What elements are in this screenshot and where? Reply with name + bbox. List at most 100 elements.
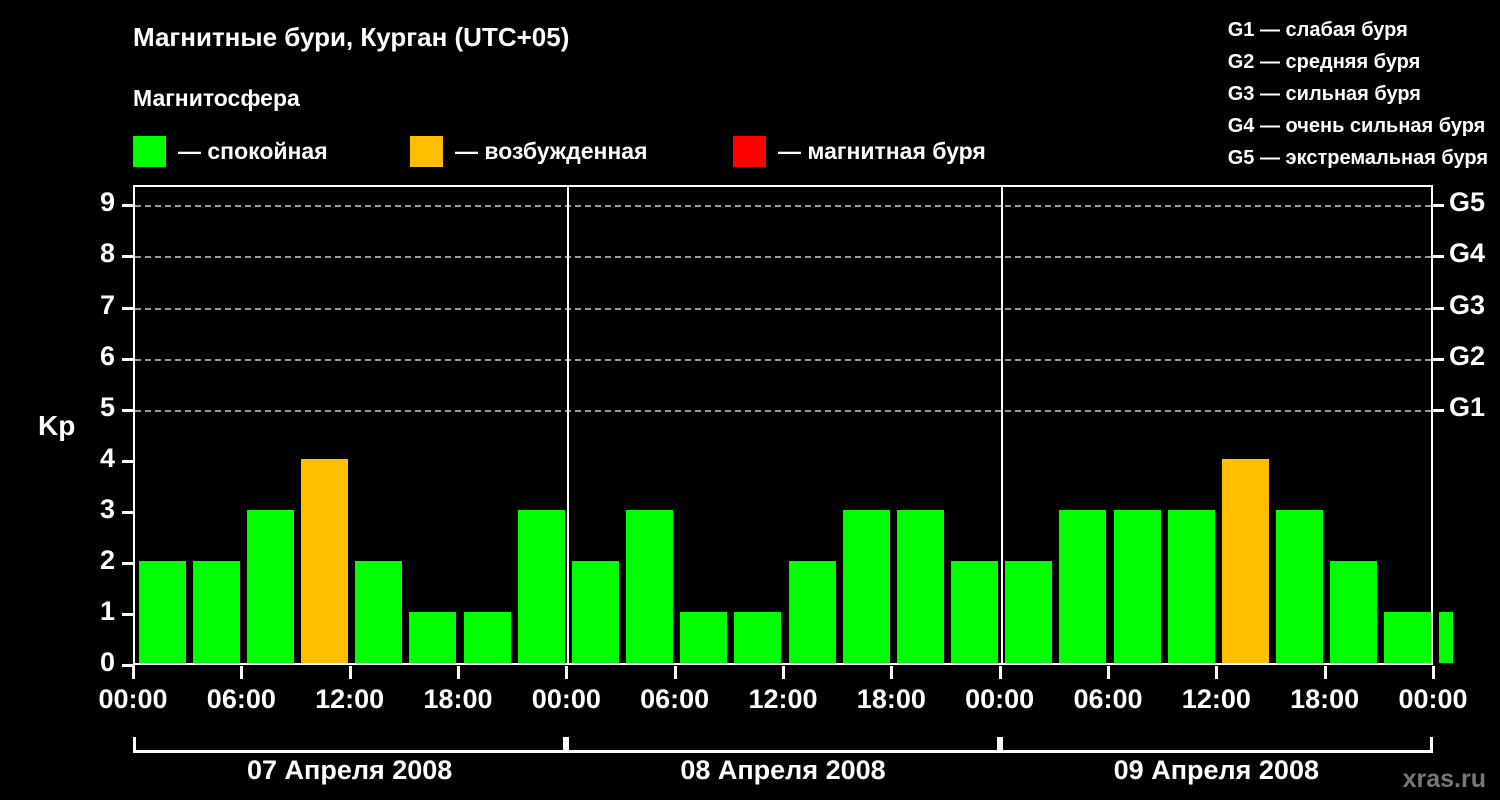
legend-swatch-calm-icon xyxy=(133,135,166,167)
y-tick-label-8: 8 xyxy=(99,238,115,269)
x-tick-label: 06:00 xyxy=(1073,684,1143,714)
gscale-code-g5: G5 xyxy=(1227,147,1255,169)
magnetosphere-heading: Магнитосфера xyxy=(133,85,300,111)
gscale-desc-g2: — средняя буря xyxy=(1254,51,1421,73)
y-tick-label-2: 2 xyxy=(99,544,115,575)
y-tick-mark xyxy=(122,664,135,667)
bar-kp xyxy=(409,611,457,663)
bar-kp xyxy=(246,509,294,663)
y-tick-mark xyxy=(122,612,135,616)
watermark: xras.ru xyxy=(1402,765,1486,793)
page-title: Магнитные бури, Курган (UTC+05) xyxy=(133,22,570,52)
gscale-code-g2: G2 xyxy=(1227,51,1255,73)
gridline-kp-5 xyxy=(135,409,1431,412)
x-tick-mark xyxy=(348,666,352,679)
gscale-code-g4: G4 xyxy=(1227,115,1255,137)
g-tick-label-g3: G3 xyxy=(1449,289,1486,320)
day-separator xyxy=(1000,187,1003,663)
gridline-kp-8 xyxy=(135,256,1431,259)
g-tick-mark xyxy=(1431,204,1444,208)
date-label: 08 Апреля 2008 xyxy=(680,755,886,785)
bar-kp xyxy=(1005,560,1053,663)
date-bracket xyxy=(133,737,567,753)
bar-kp xyxy=(788,560,836,663)
bar-kp xyxy=(626,509,674,663)
legend-swatch-storm-icon xyxy=(733,135,766,167)
gridline-kp-9 xyxy=(135,205,1431,208)
x-tick-mark xyxy=(1107,666,1110,679)
g-tick-label-g1: G1 xyxy=(1449,391,1486,422)
y-tick-label-5: 5 xyxy=(99,391,115,422)
gscale-row-g2: G2 — средняя буря xyxy=(1228,46,1488,78)
bar-kp xyxy=(680,611,728,663)
gscale-row-g5: G5 — экстремальная буря xyxy=(1228,142,1488,174)
bar-kp xyxy=(1221,458,1269,663)
g-tick-mark xyxy=(1431,357,1444,361)
legend-label-unsettled: — возбужденная xyxy=(455,137,648,164)
bar-kp xyxy=(301,458,349,663)
x-tick-label: 06:00 xyxy=(206,684,276,714)
x-tick-mark xyxy=(890,666,894,679)
gridline-kp-6 xyxy=(135,358,1431,361)
gscale-code-g1: G1 xyxy=(1227,19,1255,41)
date-label: 09 Апреля 2008 xyxy=(1113,755,1319,785)
bar-kp xyxy=(571,560,619,663)
y-tick-mark xyxy=(122,510,135,514)
bar-kp xyxy=(896,509,944,663)
legend-entry-calm: — спокойная xyxy=(133,133,328,169)
gscale-desc-g4: — очень сильная буря xyxy=(1254,115,1486,137)
x-tick-label: 00:00 xyxy=(531,684,601,714)
y-tick-mark xyxy=(122,204,135,208)
bar-kp xyxy=(517,509,565,663)
g-tick-mark xyxy=(1431,408,1444,412)
x-tick-label: 12:00 xyxy=(748,684,818,714)
g-tick-label-g2: G2 xyxy=(1449,340,1486,371)
y-tick-label-1: 1 xyxy=(99,595,115,626)
y-tick-label-4: 4 xyxy=(99,442,115,473)
x-tick-label: 00:00 xyxy=(965,684,1035,714)
g-tick-label-g4: G4 xyxy=(1449,238,1486,269)
bar-kp xyxy=(1330,560,1378,663)
day-separator xyxy=(567,187,570,663)
bar-kp xyxy=(1059,509,1107,663)
bar-kp xyxy=(1438,611,1453,663)
y-tick-label-0: 0 xyxy=(99,647,115,677)
x-tick-label: 18:00 xyxy=(423,684,493,714)
x-tick-label: 12:00 xyxy=(315,684,385,714)
x-tick-label: 18:00 xyxy=(856,684,926,714)
date-bracket xyxy=(566,737,1000,753)
x-tick-label: 18:00 xyxy=(1290,684,1360,714)
x-tick-mark xyxy=(1432,666,1435,679)
x-tick-mark xyxy=(1323,666,1327,679)
gscale-desc-g3: — сильная буря xyxy=(1254,83,1421,105)
gscale-row-g4: G4 — очень сильная буря xyxy=(1228,110,1488,142)
x-tick-mark xyxy=(1215,666,1219,679)
chart-plot-inner xyxy=(135,187,1453,663)
bar-kp xyxy=(1113,509,1161,663)
x-tick-mark xyxy=(457,666,460,679)
gscale-legend: G1 — слабая буря G2 — средняя буря G3 — си… xyxy=(1228,14,1488,174)
bar-kp xyxy=(463,611,511,663)
legend-label-calm: — спокойная xyxy=(178,137,328,164)
x-tick-label: 12:00 xyxy=(1181,684,1251,714)
y-tick-mark xyxy=(122,459,135,463)
bar-kp xyxy=(192,560,240,663)
bar-kp xyxy=(1384,611,1432,663)
legend-label-storm: — магнитная буря xyxy=(778,137,986,164)
bar-kp xyxy=(1167,509,1215,663)
y-tick-mark xyxy=(122,408,135,412)
date-label: 07 Апреля 2008 xyxy=(247,755,453,785)
x-tick-mark xyxy=(673,666,677,679)
gscale-desc-g1: — слабая буря xyxy=(1254,19,1408,41)
gscale-desc-g5: — экстремальная буря xyxy=(1254,147,1488,169)
y-tick-label-6: 6 xyxy=(99,340,115,371)
gscale-row-g1: G1 — слабая буря xyxy=(1228,14,1488,46)
bar-kp xyxy=(734,611,782,663)
bar-kp xyxy=(842,509,890,663)
date-bracket xyxy=(999,737,1433,753)
y-tick-label-7: 7 xyxy=(99,289,115,320)
y-tick-mark xyxy=(122,561,135,565)
gridline-kp-7 xyxy=(135,307,1431,310)
x-tick-label: 00:00 xyxy=(1398,684,1468,714)
x-tick-mark xyxy=(240,666,244,679)
